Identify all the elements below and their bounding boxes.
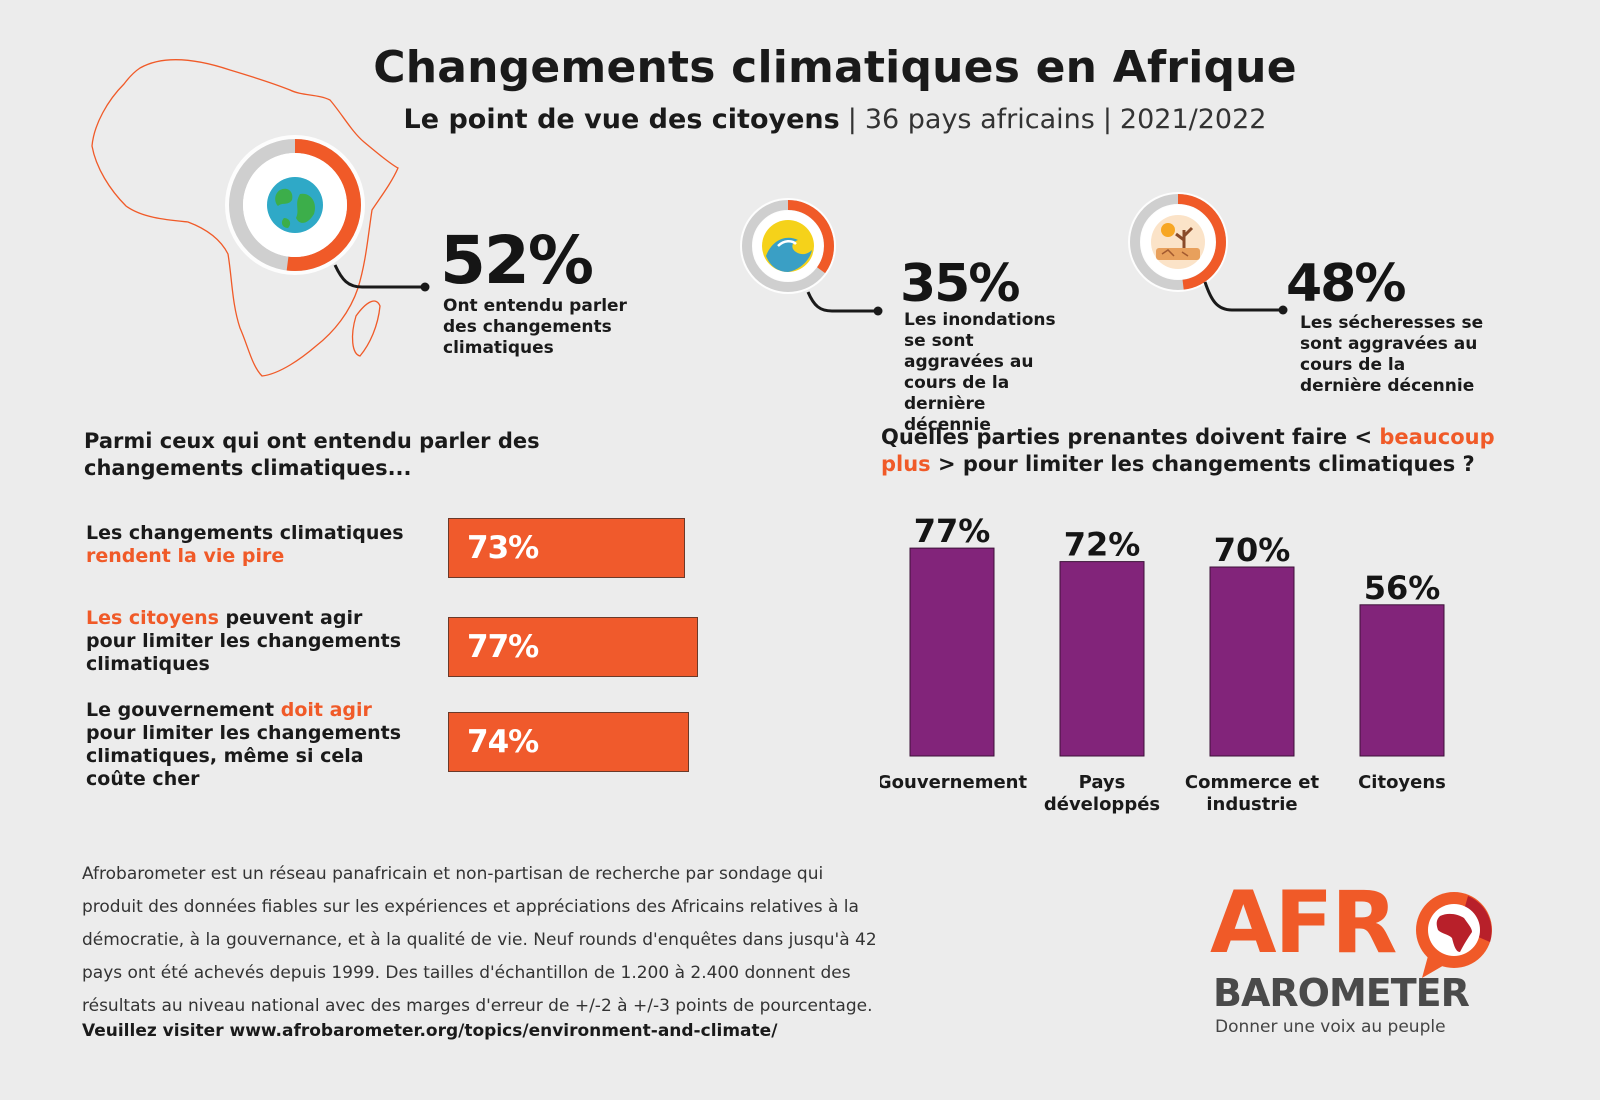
column-bar [1209,566,1295,757]
stat-ring-arc [229,139,361,271]
column-category-label: Gouvernement [880,772,1027,793]
stat-value-droughts: 48% [1286,254,1406,314]
hbar-bar: 77% [448,617,699,677]
africa-speech-bubble-icon [1416,892,1492,978]
page-subtitle: Le point de vue des citoyens | 36 pays afr… [0,104,1600,135]
subtitle-main: Le point de vue des citoyens [403,104,840,135]
stakeholder-column-chart: 77% Gouvernement 72% Pays développés 70% Comme… [880,512,1446,815]
column-category-label: Commerce et industrie [1185,772,1320,815]
footer-link[interactable]: Veuillez visiter www.afrobarometer.org/t… [82,1021,778,1041]
column-bar [1359,604,1445,757]
logo-tagline: Donner une voix au peuple [1215,1017,1446,1037]
stat-label-heard: Ont entendu parler des changements clima… [443,296,627,358]
hbar-label: Les citoyens peuvent agir pour limiter l… [86,607,402,675]
right-heading-part2: > pour limiter les changements climatiqu… [930,452,1475,476]
right-heading-part1: Quelles parties prenantes doivent faire … [881,425,1380,449]
stat-ring-floods [738,196,838,300]
page-title: Changements climatiques en Afrique [373,42,1297,93]
stat-ring-arc [1130,194,1226,290]
right-heading-accent: beaucoup plus [881,425,1495,476]
column-value-label: 72% [1064,526,1141,564]
stat-ring-droughts [1126,190,1230,298]
drought-icon [1151,215,1205,269]
subtitle-separator: | [1102,104,1112,135]
hbar-bar: 74% [448,712,689,772]
hbar-value-label: 74% [467,724,539,760]
column-bar [909,547,995,757]
africa-map-outline [91,59,399,377]
hbar-label: Les changements climatiques rendent la vi… [86,522,404,567]
column-value-label: 70% [1214,531,1291,569]
stat-value-heard: 52% [440,222,594,299]
flood-wave-icon [762,220,814,272]
hbar-value-label: 73% [467,530,539,566]
column-category-label: Citoyens [1358,772,1446,793]
hbar-label: Le gouvernement doit agir pour limiter l… [86,699,402,790]
column-bar [1059,561,1145,757]
logo-word-afro: AFR [1210,873,1398,973]
stat-ring-heard [222,132,368,282]
afrobarometer-logo: AFR BAROMETER Donner une voix au peuple [1210,880,1530,1050]
column-category-label: Pays développés [1044,772,1160,815]
subtitle-countries: 36 pays africains [864,104,1095,135]
stat-ring-arc [742,200,834,292]
stat-value-floods: 35% [900,254,1020,314]
logo-word-barometer: BAROMETER [1213,971,1470,1015]
left-section-heading: Parmi ceux qui ont entendu parler des ch… [84,429,540,480]
right-section-heading: Quelles parties prenantes doivent faire … [881,424,1541,478]
footer-description: Afrobarometer est un réseau panafricain … [82,864,877,1016]
column-value-label: 56% [1364,569,1441,607]
column-value-label: 77% [914,512,991,550]
stat-label-floods: Les inondations se sont aggravées au cou… [904,310,1056,435]
hbar-value-label: 77% [467,629,539,665]
subtitle-years: 2021/2022 [1119,104,1267,135]
subtitle-separator: | [847,104,857,135]
globe-icon [267,177,323,233]
hbar-bar: 73% [448,518,686,578]
stat-label-droughts: Les sécheresses se sont aggravées au cou… [1300,313,1484,396]
